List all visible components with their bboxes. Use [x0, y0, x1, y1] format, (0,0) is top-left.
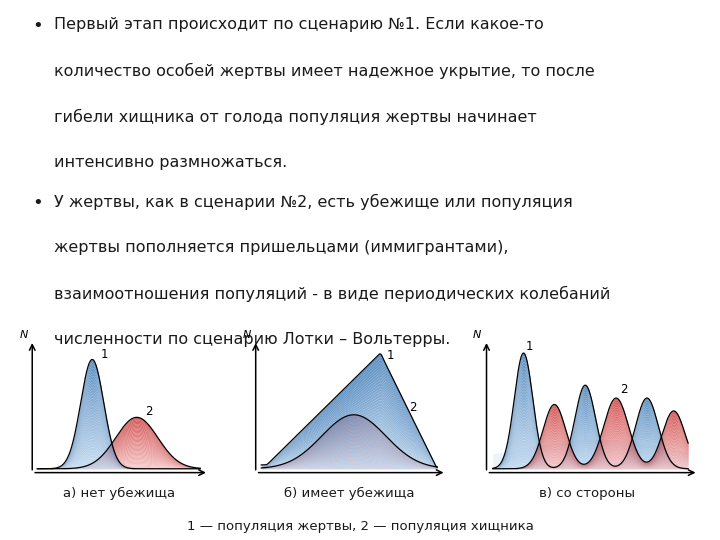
Text: в) со стороны: в) со стороны: [539, 487, 635, 501]
Text: 2: 2: [145, 405, 153, 418]
Text: 1: 1: [387, 349, 395, 362]
Text: б) имеет убежища: б) имеет убежища: [284, 487, 415, 501]
Text: интенсивно размножаться.: интенсивно размножаться.: [54, 155, 287, 170]
Text: N: N: [473, 330, 482, 340]
Text: жертвы пополняется пришельцами (иммигрантами),: жертвы пополняется пришельцами (иммигран…: [54, 240, 508, 255]
Text: N: N: [19, 330, 28, 340]
Text: •: •: [32, 17, 43, 35]
Text: 1: 1: [526, 341, 533, 354]
Text: взаимоотношения популяций - в виде периодических колебаний: взаимоотношения популяций - в виде перио…: [54, 286, 611, 302]
Text: количество особей жертвы имеет надежное укрытие, то после: количество особей жертвы имеет надежное …: [54, 63, 595, 79]
Text: N: N: [243, 330, 251, 340]
Text: У жертвы, как в сценарии №2, есть убежище или популяция: У жертвы, как в сценарии №2, есть убежищ…: [54, 194, 572, 210]
Text: 2: 2: [410, 401, 417, 414]
Text: 2: 2: [620, 383, 628, 396]
Text: •: •: [32, 194, 43, 212]
Text: Первый этап происходит по сценарию №1. Если какое-то: Первый этап происходит по сценарию №1. Е…: [54, 17, 544, 32]
Text: а) нет убежища: а) нет убежища: [63, 487, 175, 501]
Text: 1 — популяция жертвы, 2 — популяция хищника: 1 — популяция жертвы, 2 — популяция хищн…: [186, 521, 534, 534]
Text: гибели хищника от голода популяция жертвы начинает: гибели хищника от голода популяция жертв…: [54, 109, 536, 125]
Text: численности по сценарию Лотки – Вольтерры.: численности по сценарию Лотки – Вольтерр…: [54, 332, 451, 347]
Text: 1: 1: [101, 348, 108, 361]
